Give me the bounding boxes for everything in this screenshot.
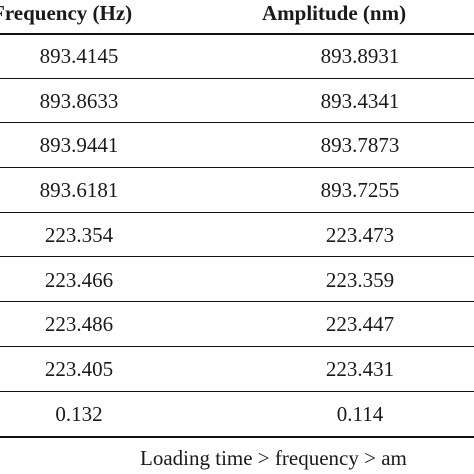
cell-amplitude: 223.431 (325, 356, 395, 381)
cell-frequency: 223.486 (44, 312, 114, 337)
row-divider (0, 256, 474, 258)
table-footer-note: Loading time > frequency > am (140, 446, 407, 470)
row-divider (0, 211, 474, 213)
cell-amplitude: 893.8931 (320, 44, 400, 68)
table-header-row: Frequency (Hz) Amplitude (nm) (0, 0, 474, 33)
table-row: 0.132 0.114 (0, 392, 474, 437)
table-row: 893.9441 893.7873 (0, 123, 474, 169)
header-frequency: Frequency (Hz) (0, 1, 133, 25)
cell-frequency: 893.6181 (39, 178, 119, 203)
table-row: 223.405 223.431 (0, 347, 474, 392)
cell-amplitude: 893.7873 (320, 133, 400, 158)
cell-frequency: 893.8633 (39, 88, 119, 113)
table-row: 223.466 223.359 (0, 258, 474, 303)
cell-frequency: 223.466 (44, 267, 114, 292)
table-row: 893.6181 893.7255 (0, 168, 474, 213)
cell-frequency: 223.354 (44, 222, 114, 247)
cell-amplitude: 893.7255 (320, 178, 400, 203)
header-rule (0, 33, 474, 35)
cell-frequency: 223.405 (44, 356, 114, 381)
cell-frequency: 893.4145 (39, 44, 119, 68)
row-divider (0, 390, 474, 392)
cell-amplitude: 0.114 (336, 401, 384, 426)
cell-amplitude: 223.473 (325, 222, 395, 247)
row-divider (0, 122, 474, 124)
header-amplitude: Amplitude (nm) (262, 1, 407, 25)
cell-amplitude: 893.4341 (320, 88, 400, 113)
row-divider (0, 77, 474, 79)
row-divider (0, 345, 474, 347)
cell-frequency: 0.132 (55, 401, 103, 426)
cell-amplitude: 223.359 (325, 267, 395, 292)
row-divider (0, 301, 474, 303)
cell-amplitude: 223.447 (325, 312, 395, 337)
cell-frequency: 893.9441 (39, 133, 119, 158)
table-row: 223.354 223.473 (0, 213, 474, 258)
table-row: 893.8633 893.4341 (0, 79, 474, 124)
bottom-rule (0, 436, 474, 438)
table-row: 223.486 223.447 (0, 302, 474, 347)
row-divider (0, 167, 474, 169)
table-row: 893.4145 893.8931 (0, 34, 474, 79)
